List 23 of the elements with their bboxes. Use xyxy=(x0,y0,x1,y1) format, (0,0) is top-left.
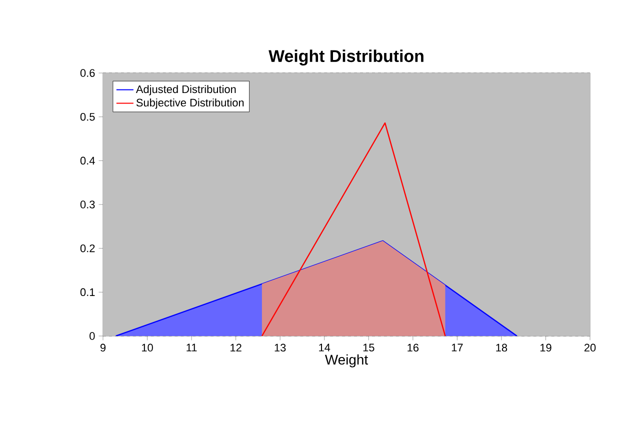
x-tick-label: 9 xyxy=(100,344,106,352)
x-tick-label: 11 xyxy=(186,344,197,352)
x-tick-label: 16 xyxy=(408,344,419,352)
legend-label: Subjective Distribution xyxy=(136,98,244,109)
y-tick-label: 0 xyxy=(90,332,95,340)
y-tick-label: 0.4 xyxy=(80,156,95,165)
x-tick-label: 13 xyxy=(274,344,286,352)
legend-label: Adjusted Distribution xyxy=(136,85,236,96)
y-tick-label: 0.2 xyxy=(80,244,95,252)
chart-title: Weight Distribution xyxy=(268,50,424,66)
x-tick-label: 10 xyxy=(142,344,153,352)
x-tick-label: 12 xyxy=(230,344,242,352)
y-tick-label: 0.6 xyxy=(80,69,95,77)
x-axis-title: Weight xyxy=(324,354,368,368)
x-tick-label: 20 xyxy=(584,344,596,352)
x-tick-label: 17 xyxy=(452,344,463,352)
y-tick-label: 0.1 xyxy=(80,288,95,296)
x-tick-label: 18 xyxy=(496,344,508,352)
y-tick-label: 0.5 xyxy=(80,112,95,121)
x-tick-label: 15 xyxy=(363,344,374,352)
y-tick-label: 0.3 xyxy=(80,200,95,208)
x-tick-label: 14 xyxy=(319,344,330,352)
x-tick-label: 19 xyxy=(540,344,552,352)
